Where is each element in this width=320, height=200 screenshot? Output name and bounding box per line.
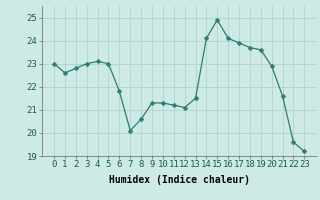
X-axis label: Humidex (Indice chaleur): Humidex (Indice chaleur) <box>109 175 250 185</box>
